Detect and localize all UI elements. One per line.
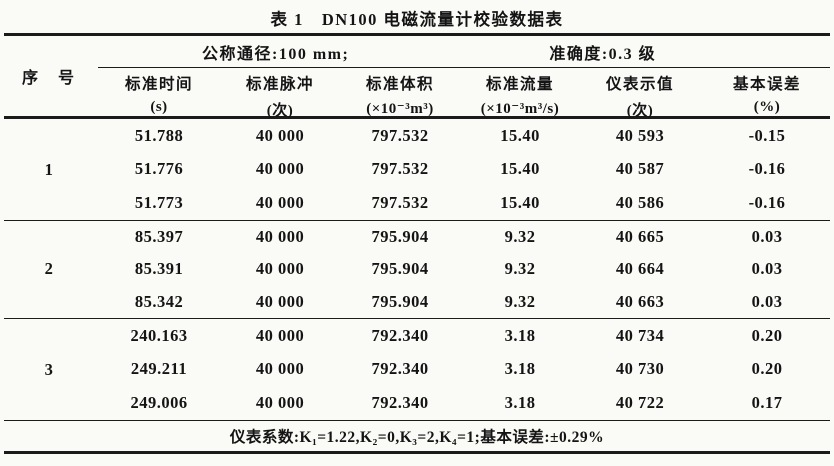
cell-standard-pulse: 40 000	[255, 125, 305, 145]
cell-indicated-value: 40 734	[615, 325, 665, 345]
cell-standard-volume: 795.904	[371, 259, 429, 279]
data-group-2: 2 85.397 40 000 795.904 9.32 40 665 0.03…	[0, 221, 834, 318]
cell-standard-time: 85.391	[134, 259, 184, 279]
cell-standard-pulse: 40 000	[255, 359, 305, 379]
cell-basic-error: 0.03	[751, 291, 783, 311]
cell-indicated-value: 40 665	[615, 227, 665, 247]
cell-standard-pulse: 40 000	[255, 227, 305, 247]
cell-indicated-value: 40 587	[615, 159, 665, 179]
table-footer-note: 仪表系数:K₁=1.22,K₂=0,K₃=2,K₄=1;基本误差:±0.29%	[229, 429, 605, 446]
cell-standard-volume: 795.904	[371, 291, 429, 311]
cell-standard-flow: 9.32	[504, 259, 536, 279]
meta-nominal-diameter: 公称通径:100 mm;	[202, 45, 350, 63]
cell-standard-flow: 3.18	[504, 325, 536, 345]
rule-under-header	[4, 116, 830, 119]
col-unit: (×10⁻³m³)	[366, 101, 434, 117]
col-header-standard-time: 标准时间 (s)	[98, 68, 220, 120]
col-unit: (s)	[150, 99, 168, 115]
col-header-standard-volume: 标准体积 (×10⁻³m³)	[340, 68, 460, 120]
cell-standard-time: 240.163	[130, 325, 188, 345]
cell-basic-error: 0.20	[751, 359, 783, 379]
cell-standard-pulse: 40 000	[255, 393, 305, 413]
table-header: 序 号 公称通径:100 mm; 准确度:0.3 级 标准时间 (s) 标准脉冲…	[0, 36, 834, 119]
cell-indicated-value: 40 586	[615, 193, 665, 213]
rule-bottom	[4, 451, 830, 454]
cell-basic-error: 0.03	[751, 227, 783, 247]
cell-standard-flow: 3.18	[504, 359, 536, 379]
column-headers: 标准时间 (s) 标准脉冲 (次) 标准体积 (×10⁻³m³) 标准流量 (×…	[98, 68, 834, 119]
col-unit: (次)	[266, 103, 294, 119]
cell-standard-flow: 9.32	[504, 291, 536, 311]
col-header-standard-flow: 标准流量 (×10⁻³m³/s)	[460, 68, 580, 120]
cell-standard-time: 51.773	[134, 193, 184, 213]
cell-standard-flow: 15.40	[500, 193, 540, 213]
col-unit: (%)	[753, 99, 781, 115]
cell-basic-error: -0.16	[748, 159, 786, 179]
rule-top	[4, 33, 830, 36]
cell-standard-pulse: 40 000	[255, 291, 305, 311]
col-header-standard-pulse: 标准脉冲 (次)	[220, 68, 340, 120]
col-label: 基本误差	[732, 76, 801, 93]
cell-indicated-value: 40 664	[615, 259, 665, 279]
data-group-1: 1 51.788 40 000 797.532 15.40 40 593 -0.…	[0, 119, 834, 220]
cell-indicated-value: 40 730	[615, 359, 665, 379]
rule-group-separator	[4, 318, 830, 319]
col-header-indicated-value: 仪表示值 (次)	[580, 68, 700, 120]
cell-basic-error: -0.16	[748, 193, 786, 213]
cell-standard-pulse: 40 000	[255, 193, 305, 213]
cell-standard-volume: 795.904	[371, 227, 429, 247]
group-seq: 2	[44, 259, 54, 279]
col-label: 标准流量	[485, 76, 554, 93]
col-label: 标准脉冲	[245, 76, 314, 93]
cell-standard-pulse: 40 000	[255, 325, 305, 345]
cell-standard-volume: 797.532	[371, 159, 429, 179]
cell-basic-error: 0.17	[751, 393, 783, 413]
cell-standard-volume: 792.340	[371, 393, 429, 413]
cell-indicated-value: 40 593	[615, 125, 665, 145]
group-seq: 1	[44, 159, 54, 179]
cell-standard-time: 51.788	[134, 125, 184, 145]
cell-indicated-value: 40 722	[615, 393, 665, 413]
group-seq: 3	[44, 359, 54, 379]
cell-standard-time: 249.211	[130, 359, 188, 379]
rule-group-separator	[4, 220, 830, 221]
cell-basic-error: 0.20	[751, 325, 783, 345]
col-label: 标准体积	[365, 76, 434, 93]
seq-column-header: 序 号	[21, 70, 76, 87]
rule-above-footer	[4, 420, 830, 421]
rule-under-meta	[98, 67, 830, 68]
col-label: 标准时间	[124, 76, 193, 93]
col-label: 仪表示值	[605, 76, 674, 93]
col-unit: (×10⁻³m³/s)	[480, 101, 560, 117]
meta-row: 公称通径:100 mm; 准确度:0.3 级	[98, 36, 834, 67]
table-title: 表 1 DN100 电磁流量计校验数据表	[270, 10, 564, 29]
data-group-3: 3 240.163 40 000 792.340 3.18 40 734 0.2…	[0, 319, 834, 420]
cell-standard-flow: 3.18	[504, 393, 536, 413]
cell-standard-time: 85.342	[134, 291, 184, 311]
cell-standard-flow: 15.40	[500, 125, 540, 145]
cell-standard-flow: 9.32	[504, 227, 536, 247]
cell-standard-time: 85.397	[134, 227, 184, 247]
col-header-basic-error: 基本误差 (%)	[700, 68, 834, 120]
cell-standard-pulse: 40 000	[255, 259, 305, 279]
cell-standard-volume: 797.532	[371, 125, 429, 145]
cell-basic-error: 0.03	[751, 259, 783, 279]
header-right-zone: 公称通径:100 mm; 准确度:0.3 级 标准时间 (s) 标准脉冲 (次)…	[98, 36, 834, 119]
cell-basic-error: -0.15	[748, 125, 786, 145]
cell-standard-flow: 15.40	[500, 159, 540, 179]
cell-standard-pulse: 40 000	[255, 159, 305, 179]
cell-standard-time: 249.006	[130, 393, 188, 413]
cell-standard-volume: 797.532	[371, 193, 429, 213]
cell-standard-volume: 792.340	[371, 325, 429, 345]
meta-accuracy: 准确度:0.3 级	[549, 45, 657, 63]
cell-standard-volume: 792.340	[371, 359, 429, 379]
cell-indicated-value: 40 663	[615, 291, 665, 311]
col-unit: (次)	[626, 103, 654, 119]
cell-standard-time: 51.776	[134, 159, 184, 179]
